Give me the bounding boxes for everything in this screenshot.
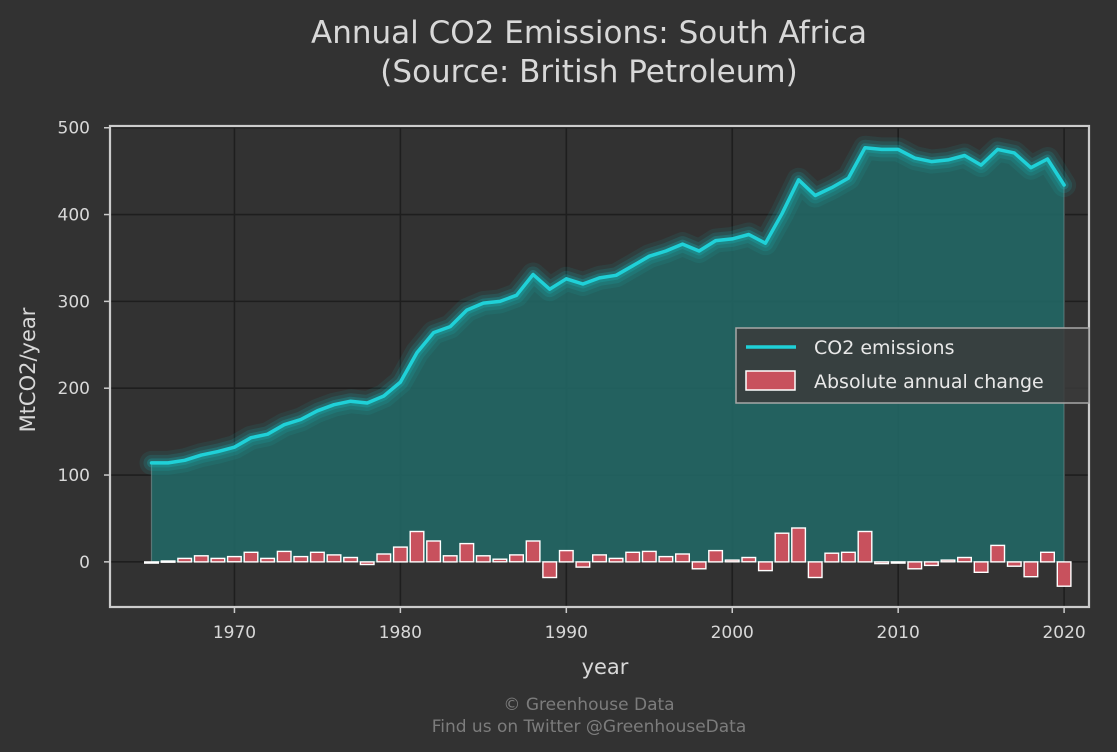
y-axis-label: MtCO2/year (16, 307, 40, 432)
chart-title: Annual CO2 Emissions: South Africa (311, 15, 867, 51)
annual-change-bar (143, 561, 159, 564)
annual-change-bar (675, 553, 691, 563)
annual-change-bar (757, 561, 773, 572)
y-tick-label: 100 (58, 466, 90, 486)
x-tick-label: 2020 (1042, 623, 1085, 643)
y-tick-label: 400 (58, 206, 90, 226)
annual-change-bar (973, 561, 989, 574)
footer-twitter: Find us on Twitter @GreenhouseData (432, 717, 747, 737)
annual-change-bar (260, 557, 276, 563)
legend-bar-swatch (745, 370, 796, 391)
annual-change-bar (326, 554, 342, 563)
annual-change-bar (492, 558, 508, 563)
annual-change-bar (807, 561, 823, 579)
annual-change-bar (608, 557, 624, 563)
emissions-line-group (139, 135, 1077, 475)
annual-change-bar (226, 555, 242, 563)
annual-change-bar (359, 561, 375, 566)
annual-change-bar (874, 561, 890, 565)
annual-change-bar (276, 550, 292, 563)
annual-change-bar (392, 546, 408, 563)
annual-change-bar (1056, 561, 1072, 587)
annual-change-bar (459, 542, 475, 563)
annual-change-bar (525, 540, 541, 563)
annual-change-bar (409, 530, 425, 563)
y-tick-label: 0 (79, 553, 90, 573)
annual-change-bar (890, 561, 906, 564)
annual-change-bar (840, 551, 856, 563)
annual-change-bar (293, 555, 309, 563)
annual-change-bar (426, 540, 442, 563)
y-tick-label: 200 (58, 379, 90, 399)
annual-change-bar (1039, 551, 1055, 563)
annual-change-bar (210, 557, 226, 563)
x-tick-label: 2010 (877, 623, 920, 643)
y-tick-label: 500 (58, 119, 90, 139)
emissions-line (149, 145, 1066, 465)
chart-subtitle: (Source: British Petroleum) (380, 54, 797, 90)
annual-change-bar (990, 544, 1006, 563)
legend: CO2 emissions Absolute annual change (735, 327, 1090, 404)
annual-change-bar (575, 561, 591, 568)
annual-change-bar (558, 549, 574, 563)
annual-change-bar (592, 554, 608, 563)
annual-change-bar (193, 555, 209, 563)
annual-change-bar (741, 556, 757, 563)
annual-change-bar (177, 557, 193, 563)
annual-change-bar (857, 530, 873, 563)
footer-copyright: © Greenhouse Data (503, 695, 674, 715)
annual-change-bar (907, 561, 923, 570)
legend-label-change: Absolute annual change (814, 371, 1044, 393)
annual-change-bar (475, 555, 491, 563)
annual-change-bar (923, 561, 939, 567)
annual-change-bar (1006, 561, 1022, 567)
annual-change-bar (791, 527, 807, 563)
annual-change-bar (957, 556, 973, 563)
annual-change-bar (160, 560, 176, 563)
x-tick-label: 1970 (213, 623, 256, 643)
annual-change-bar (708, 549, 724, 563)
x-tick-label: 2000 (711, 623, 754, 643)
annual-change-bar (509, 554, 525, 563)
legend-label-emissions: CO2 emissions (814, 337, 954, 359)
annual-change-bar (940, 559, 956, 563)
annual-change-bar (542, 561, 558, 579)
annual-change-bar (243, 551, 259, 563)
x-tick-label: 1980 (379, 623, 422, 643)
x-axis-ticks: 1970 1980 1990 2000 2010 2020 (213, 607, 1086, 643)
annual-change-bar (724, 559, 740, 563)
annual-change-bar (774, 532, 790, 563)
x-axis-label: year (582, 655, 629, 679)
annual-change-bar (376, 553, 392, 563)
annual-change-bar (824, 552, 840, 563)
y-tick-label: 300 (58, 292, 90, 312)
annual-change-bars (143, 527, 1072, 587)
x-tick-label: 1990 (545, 623, 588, 643)
annual-change-bar (641, 550, 657, 563)
annual-change-bar (691, 561, 707, 570)
annual-change-bar (343, 556, 359, 563)
annual-change-bar (658, 555, 674, 563)
annual-change-bar (309, 551, 325, 563)
annual-change-bar (625, 551, 641, 563)
annual-change-bar (442, 555, 458, 563)
y-axis-ticks: 0 100 200 300 400 500 (58, 119, 110, 573)
annual-change-bar (1023, 561, 1039, 578)
